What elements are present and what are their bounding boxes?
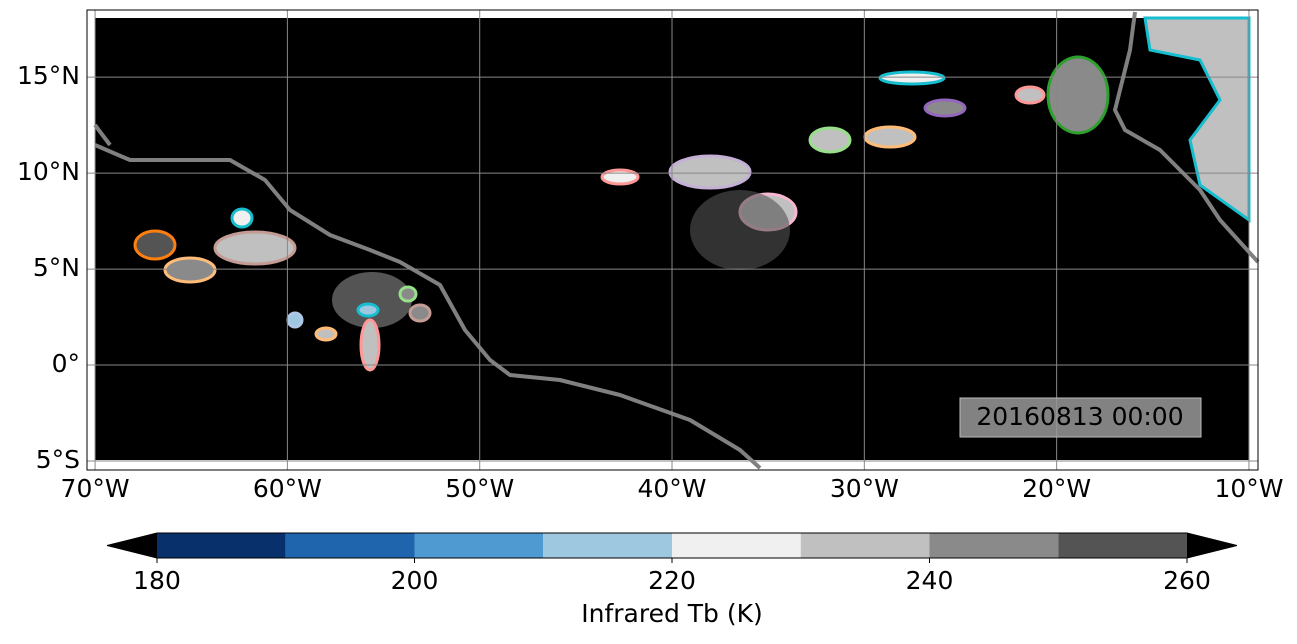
x-tick-label: 10°W	[1214, 474, 1283, 503]
colorbar-segment	[543, 533, 672, 558]
x-tick-label: 20°W	[1022, 474, 1091, 503]
y-tick-label: 10°N	[17, 157, 80, 186]
colorbar-tick-label: 220	[648, 566, 696, 595]
colorbar-tick-label: 180	[133, 566, 181, 595]
colorbar-extend-low	[107, 533, 157, 558]
colorbar-extend-high	[1187, 533, 1237, 558]
colorbar-segment	[414, 533, 544, 558]
y-tick-label: 15°N	[17, 61, 80, 90]
colorbar-label: Infrared Tb (K)	[581, 599, 763, 628]
y-tick-label: 5°S	[36, 445, 80, 474]
colorbar-segment	[157, 533, 286, 558]
timestamp: 20160813 00:00	[976, 402, 1183, 431]
colorbar-segment	[929, 533, 1059, 558]
x-tick-label: 70°W	[61, 474, 130, 503]
y-tick-label: 5°N	[33, 253, 80, 282]
x-tick-label: 30°W	[830, 474, 899, 503]
colorbar-tick-label: 260	[1163, 566, 1211, 595]
map-border	[86, 9, 1259, 471]
colorbar-segment	[285, 533, 415, 558]
cloud-contours	[133, 16, 1251, 372]
colorbar-tick-label: 240	[906, 566, 954, 595]
y-tick-label: 0°	[52, 349, 80, 378]
coastline	[93, 11, 1260, 470]
colorbar-segment	[672, 533, 801, 558]
timestamp-box	[959, 397, 1202, 438]
colorbar-tick-label: 200	[391, 566, 439, 595]
colorbar-segment	[1058, 533, 1187, 558]
x-tick-label: 50°W	[445, 474, 514, 503]
colorbar-segment	[800, 533, 930, 558]
x-tick-label: 60°W	[253, 474, 322, 503]
x-tick-label: 40°W	[638, 474, 707, 503]
